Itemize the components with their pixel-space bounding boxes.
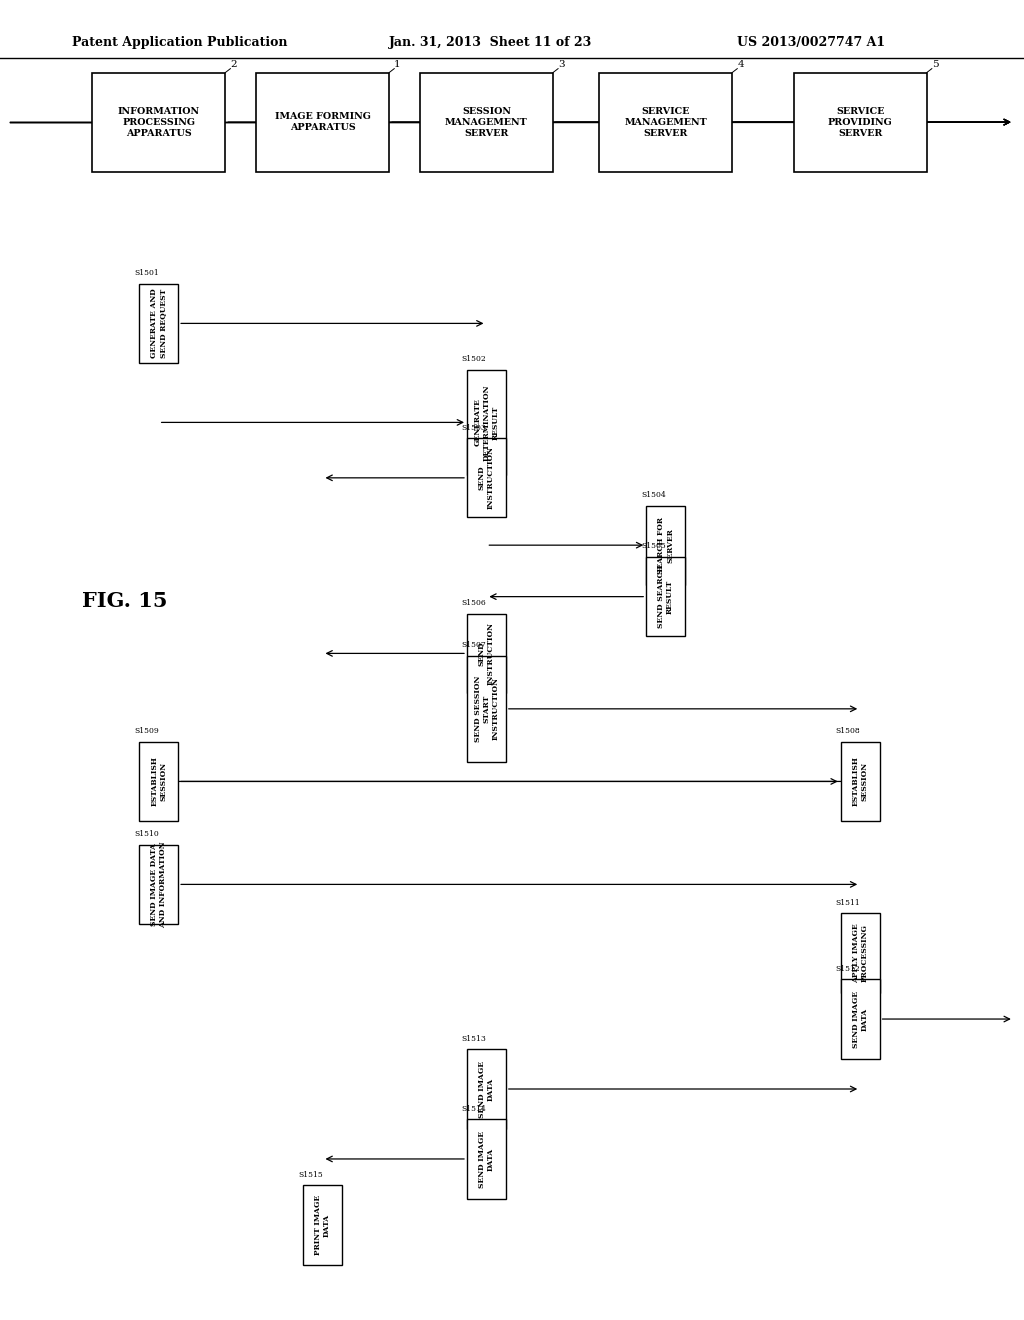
FancyBboxPatch shape [794, 73, 927, 172]
Text: 1: 1 [394, 59, 400, 69]
Text: PRINT IMAGE
DATA: PRINT IMAGE DATA [314, 1195, 331, 1255]
FancyBboxPatch shape [467, 614, 506, 693]
Text: S1505: S1505 [641, 543, 666, 550]
Text: S1507: S1507 [462, 642, 486, 649]
Text: Patent Application Publication: Patent Application Publication [72, 36, 287, 49]
FancyBboxPatch shape [256, 73, 389, 172]
Text: GENERATE AND
SEND REQUEST: GENERATE AND SEND REQUEST [151, 289, 167, 358]
Text: APPLY IMAGE
PROCESSING: APPLY IMAGE PROCESSING [852, 923, 868, 983]
Text: IMAGE FORMING
APPARATUS: IMAGE FORMING APPARATUS [274, 112, 371, 132]
Text: 4: 4 [737, 59, 743, 69]
FancyBboxPatch shape [646, 506, 685, 585]
Text: SEND
INSTRUCTION: SEND INSTRUCTION [478, 446, 495, 510]
FancyBboxPatch shape [467, 656, 506, 762]
Text: S1502: S1502 [462, 355, 486, 363]
Text: 5: 5 [932, 59, 938, 69]
Text: SEND IMAGE
DATA: SEND IMAGE DATA [852, 990, 868, 1048]
Text: SERVICE
MANAGEMENT
SERVER: SERVICE MANAGEMENT SERVER [625, 107, 707, 137]
FancyBboxPatch shape [646, 557, 685, 636]
Text: SEND SESSION
START
INSTRUCTION: SEND SESSION START INSTRUCTION [473, 676, 500, 742]
Text: S1501: S1501 [134, 269, 159, 277]
Text: S1504: S1504 [641, 491, 666, 499]
FancyBboxPatch shape [139, 284, 178, 363]
Text: SEND IMAGE DATA
AND INFORMATION: SEND IMAGE DATA AND INFORMATION [151, 841, 167, 928]
FancyBboxPatch shape [139, 845, 178, 924]
Text: GENERATE
DETERMINATION
RESULT: GENERATE DETERMINATION RESULT [473, 384, 500, 461]
Text: FIG. 15: FIG. 15 [82, 590, 167, 611]
FancyBboxPatch shape [420, 73, 553, 172]
Text: SEND SEARCH
RESULT: SEND SEARCH RESULT [657, 565, 674, 628]
Text: ESTABLISH
SESSION: ESTABLISH SESSION [151, 756, 167, 807]
Text: 2: 2 [230, 59, 237, 69]
Text: S1511: S1511 [836, 899, 860, 907]
Text: SEND
INSTRUCTION: SEND INSTRUCTION [478, 622, 495, 685]
Text: S1503: S1503 [462, 424, 486, 432]
Text: S1506: S1506 [462, 599, 486, 607]
Text: S1514: S1514 [462, 1105, 486, 1113]
Text: SESSION
MANAGEMENT
SERVER: SESSION MANAGEMENT SERVER [445, 107, 527, 137]
FancyBboxPatch shape [841, 742, 880, 821]
FancyBboxPatch shape [467, 1119, 506, 1199]
FancyBboxPatch shape [599, 73, 732, 172]
FancyBboxPatch shape [467, 1049, 506, 1129]
Text: S1508: S1508 [836, 727, 860, 735]
Text: SEARCH FOR
SERVER: SEARCH FOR SERVER [657, 516, 674, 574]
Text: 3: 3 [558, 59, 564, 69]
Text: INFORMATION
PROCESSING
APPARATUS: INFORMATION PROCESSING APPARATUS [118, 107, 200, 137]
Text: ESTABLISH
SESSION: ESTABLISH SESSION [852, 756, 868, 807]
Text: Jan. 31, 2013  Sheet 11 of 23: Jan. 31, 2013 Sheet 11 of 23 [389, 36, 592, 49]
FancyBboxPatch shape [467, 370, 506, 475]
FancyBboxPatch shape [139, 742, 178, 821]
Text: SEND IMAGE
DATA: SEND IMAGE DATA [478, 1060, 495, 1118]
Text: US 2013/0027747 A1: US 2013/0027747 A1 [737, 36, 886, 49]
Text: S1509: S1509 [134, 727, 159, 735]
Text: SERVICE
PROVIDING
SERVER: SERVICE PROVIDING SERVER [827, 107, 893, 137]
Text: S1513: S1513 [462, 1035, 486, 1043]
Text: S1515: S1515 [298, 1171, 323, 1179]
Text: S1512: S1512 [836, 965, 860, 973]
FancyBboxPatch shape [303, 1185, 342, 1265]
FancyBboxPatch shape [92, 73, 225, 172]
FancyBboxPatch shape [467, 438, 506, 517]
Text: SEND IMAGE
DATA: SEND IMAGE DATA [478, 1130, 495, 1188]
FancyBboxPatch shape [841, 913, 880, 993]
FancyBboxPatch shape [841, 979, 880, 1059]
Text: S1510: S1510 [134, 830, 159, 838]
